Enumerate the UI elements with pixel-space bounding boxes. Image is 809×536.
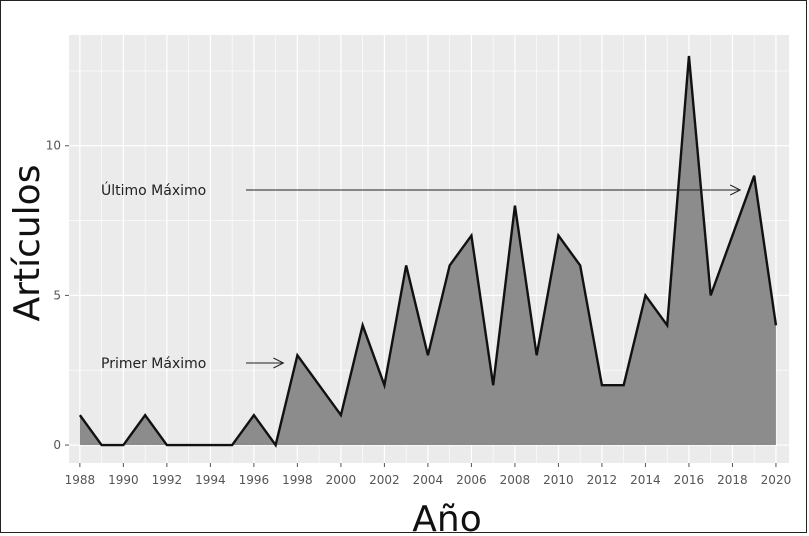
x-tick-label: 2018 (717, 473, 748, 487)
x-tick-label: 2016 (674, 473, 705, 487)
x-axis-title: Año (412, 499, 481, 536)
y-tick-label: 5 (53, 288, 61, 302)
series-line (78, 55, 778, 448)
x-tick-label: 2004 (413, 473, 444, 487)
x-tick-label: 1990 (108, 473, 139, 487)
x-tick-label: 2010 (543, 473, 574, 487)
x-tick-label: 1988 (65, 473, 96, 487)
annotation-label: Primer Máximo (101, 356, 206, 372)
annotation-arrow-head (273, 357, 285, 369)
y-axis-title: Artículos (7, 165, 48, 322)
x-tick-label: 2008 (500, 473, 531, 487)
x-tick-label: 1996 (239, 473, 270, 487)
annotations: Primer Máximo Último Máximo (101, 181, 742, 372)
x-tick-label: 1994 (195, 473, 226, 487)
y-tick-label: 10 (46, 139, 61, 153)
x-axis-ticks: 1988 1990 1992 1994 1996 1998 2000 2002 2004 2006… (65, 463, 792, 487)
annotation-arrow-head (729, 184, 742, 196)
area-layer (78, 55, 778, 448)
x-tick-label: 2000 (326, 473, 357, 487)
x-tick-label: 2006 (456, 473, 487, 487)
y-tick-label: 0 (53, 438, 61, 452)
annotation-label: Último Máximo (101, 181, 206, 199)
x-tick-label: 1998 (282, 473, 313, 487)
y-axis-ticks: 0 5 10 (46, 139, 69, 452)
x-tick-label: 2002 (369, 473, 400, 487)
x-tick-label: 2020 (761, 473, 792, 487)
area-fill (79, 55, 776, 446)
x-tick-label: 2014 (630, 473, 661, 487)
x-tick-label: 2012 (587, 473, 618, 487)
x-tick-label: 1992 (152, 473, 183, 487)
